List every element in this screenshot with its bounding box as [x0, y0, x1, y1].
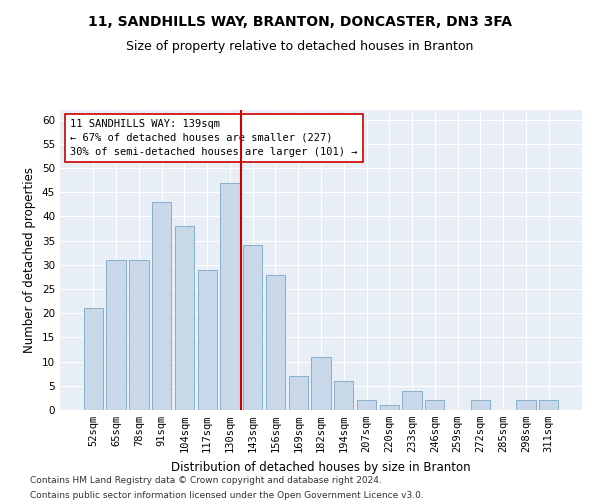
Bar	[220, 182, 239, 410]
Bar	[425, 400, 445, 410]
Bar	[289, 376, 308, 410]
Bar	[357, 400, 376, 410]
Text: Contains public sector information licensed under the Open Government Licence v3: Contains public sector information licen…	[30, 491, 424, 500]
Bar	[106, 260, 126, 410]
Bar	[539, 400, 558, 410]
Text: Size of property relative to detached houses in Branton: Size of property relative to detached ho…	[127, 40, 473, 53]
Bar	[516, 400, 536, 410]
Bar	[129, 260, 149, 410]
Bar	[470, 400, 490, 410]
Text: 11, SANDHILLS WAY, BRANTON, DONCASTER, DN3 3FA: 11, SANDHILLS WAY, BRANTON, DONCASTER, D…	[88, 15, 512, 29]
Bar	[311, 357, 331, 410]
Bar	[380, 405, 399, 410]
Text: Contains HM Land Registry data © Crown copyright and database right 2024.: Contains HM Land Registry data © Crown c…	[30, 476, 382, 485]
Bar	[175, 226, 194, 410]
Bar	[266, 274, 285, 410]
X-axis label: Distribution of detached houses by size in Branton: Distribution of detached houses by size …	[171, 460, 471, 473]
Bar	[152, 202, 172, 410]
Bar	[197, 270, 217, 410]
Bar	[84, 308, 103, 410]
Bar	[243, 246, 262, 410]
Y-axis label: Number of detached properties: Number of detached properties	[23, 167, 37, 353]
Bar	[403, 390, 422, 410]
Bar	[334, 381, 353, 410]
Text: 11 SANDHILLS WAY: 139sqm
← 67% of detached houses are smaller (227)
30% of semi-: 11 SANDHILLS WAY: 139sqm ← 67% of detach…	[70, 119, 358, 157]
